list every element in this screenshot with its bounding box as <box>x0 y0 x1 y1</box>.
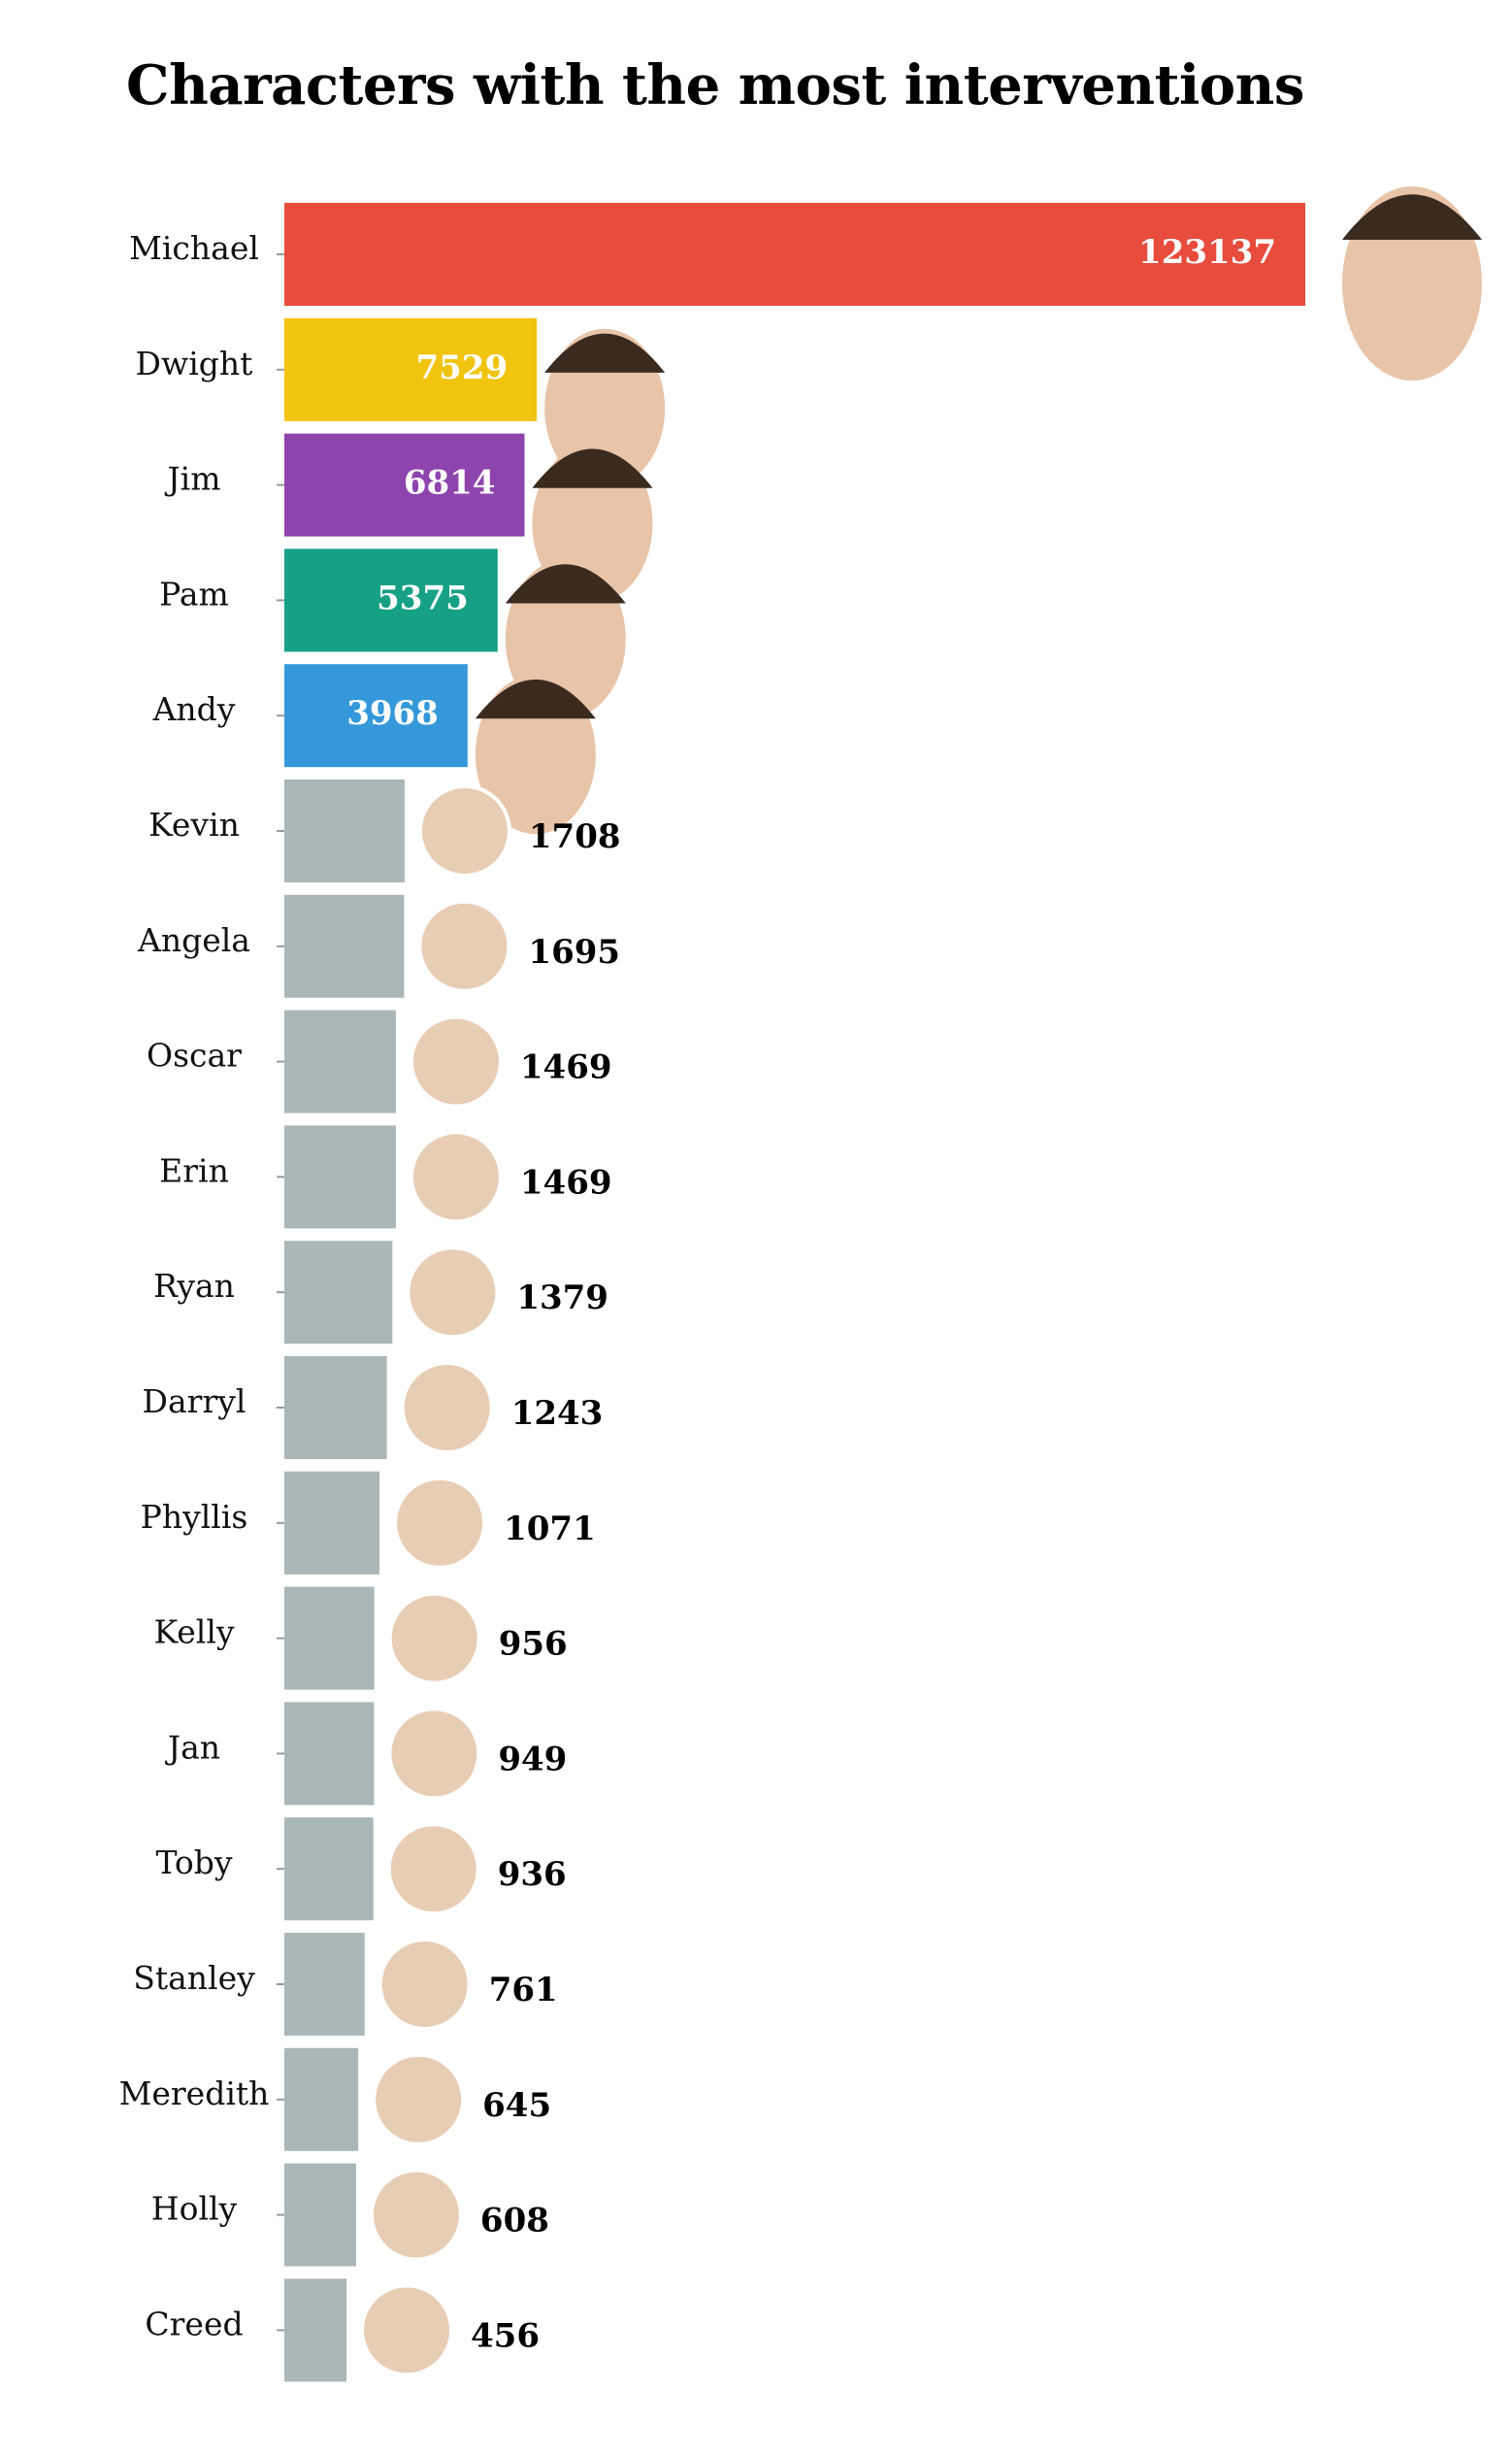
bar <box>284 1125 396 1229</box>
category-label: Michael <box>129 229 259 267</box>
character-portrait-icon <box>369 2168 463 2262</box>
value-label: 456 <box>471 2316 540 2355</box>
bar <box>284 664 468 768</box>
category-label: Andy <box>152 690 236 728</box>
value-label: 949 <box>498 1740 567 1778</box>
category-label: Darryl <box>143 1382 247 1420</box>
bar <box>284 433 525 537</box>
value-label: 1469 <box>520 1048 612 1087</box>
bar <box>284 1817 374 1921</box>
value-label: 608 <box>480 2202 549 2240</box>
value-label: 3968 <box>346 694 439 733</box>
category-label: Pam <box>159 575 229 613</box>
character-portrait-icon <box>409 1130 503 1224</box>
character-portrait-icon <box>387 1707 481 1801</box>
portrait-hair-icon <box>532 448 653 488</box>
value-label: 5375 <box>377 579 469 617</box>
category-label: Stanley <box>133 1959 255 1997</box>
character-portrait-icon <box>393 1476 487 1570</box>
value-label: 1469 <box>520 1163 612 1202</box>
category-label: Meredith <box>119 2074 270 2112</box>
category-label: Holly <box>151 2190 238 2228</box>
character-portrait-icon <box>360 2283 454 2377</box>
category-label: Oscar <box>147 1037 242 1075</box>
value-label: 761 <box>489 1971 558 2009</box>
portrait-hair-icon <box>1342 194 1482 240</box>
category-label: Ryan <box>153 1267 235 1305</box>
bar <box>284 548 498 652</box>
character-portrait-icon <box>372 2052 466 2146</box>
value-label: 645 <box>482 2086 551 2125</box>
bar <box>284 1356 387 1459</box>
category-label: Kevin <box>148 806 240 844</box>
bar <box>284 2163 356 2267</box>
bar <box>284 894 405 998</box>
bar <box>284 1586 375 1690</box>
category-label: Phyllis <box>141 1498 248 1536</box>
bar <box>284 1010 396 1113</box>
character-portrait-icon <box>417 784 511 878</box>
value-label: 1708 <box>529 817 621 856</box>
category-label: Toby <box>155 1843 232 1881</box>
bar <box>284 1933 365 2036</box>
value-label: 123137 <box>1138 233 1276 272</box>
value-label: 6814 <box>404 464 496 503</box>
bar <box>284 780 405 882</box>
chart-title: Characters with the most interventions <box>126 53 1304 117</box>
bar <box>284 203 1305 306</box>
category-label: Kelly <box>153 1613 234 1651</box>
character-portrait-icon <box>417 899 511 993</box>
character-portrait-icon <box>378 1938 472 2031</box>
category-label: Dwight <box>136 345 253 382</box>
value-label: 7529 <box>415 348 508 387</box>
character-portrait-icon <box>406 1245 500 1340</box>
character-portrait-icon <box>387 1591 481 1685</box>
portrait-hair-icon <box>544 333 666 373</box>
bar <box>284 317 538 421</box>
value-label: 936 <box>498 1855 567 1894</box>
bar <box>284 2047 359 2151</box>
character-portrait-icon <box>386 1822 480 1916</box>
character-portrait-icon <box>409 1014 503 1109</box>
bar <box>284 1471 380 1575</box>
character-portrait-icon <box>400 1361 494 1454</box>
value-label: 1695 <box>528 933 620 972</box>
category-label: Jan <box>165 1728 220 1766</box>
category-label: Jim <box>164 460 220 498</box>
value-label: 1243 <box>511 1394 604 1433</box>
bars-layer: Michael 123137 Dwight 7529 Jim 6814 Pam 5375 And… <box>119 186 1482 2382</box>
category-label: Erin <box>159 1151 229 1189</box>
value-label: 1071 <box>504 1510 596 1548</box>
portrait-hair-icon <box>475 680 596 719</box>
bar <box>284 1241 393 1344</box>
bar <box>284 2278 347 2382</box>
portrait-hair-icon <box>505 564 626 604</box>
value-label: 956 <box>499 1625 568 1664</box>
bar <box>284 1702 375 1806</box>
value-label: 1379 <box>516 1278 608 1317</box>
category-label: Angela <box>137 921 250 959</box>
category-label: Creed <box>145 2305 243 2342</box>
